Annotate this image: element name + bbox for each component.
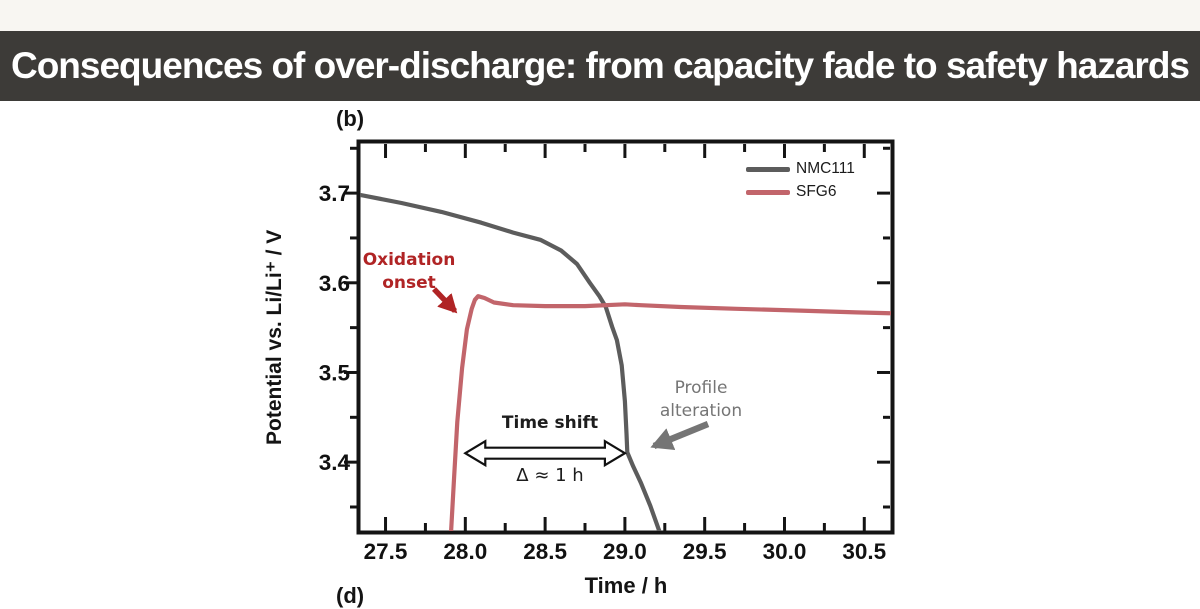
legend: NMC111 SFG6 xyxy=(746,159,855,202)
svg-text:30.5: 30.5 xyxy=(842,539,886,564)
profile-alteration-annotation: Profile alteration xyxy=(648,377,754,423)
legend-line-sfg6 xyxy=(746,189,790,195)
svg-text:27.5: 27.5 xyxy=(364,539,408,564)
legend-line-nmc111 xyxy=(746,166,790,172)
svg-text:28.0: 28.0 xyxy=(443,539,487,564)
time-shift-label: Time shift xyxy=(501,413,599,433)
time-shift-double-arrow-icon xyxy=(463,439,628,468)
oxidation-onset-line2: onset xyxy=(382,272,436,293)
title-banner: Consequences of over-discharge: from cap… xyxy=(0,31,1200,101)
tick-labels: 27.5 28.0 28.5 29.0 29.5 30.0 30.5 3.4 3.5 3.6 3.7 xyxy=(319,181,886,564)
oxidation-onset-line1: Oxidation xyxy=(362,250,456,270)
legend-item-sfg6: SFG6 xyxy=(746,182,855,202)
svg-text:3.4: 3.4 xyxy=(319,450,351,475)
svg-text:3.6: 3.6 xyxy=(319,271,350,296)
svg-text:3.7: 3.7 xyxy=(319,181,350,206)
svg-text:29.0: 29.0 xyxy=(603,539,647,564)
legend-item-nmc111: NMC111 xyxy=(746,159,855,179)
oxidation-onset-annotation: Oxidation onset xyxy=(362,249,456,295)
profile-alteration-arrow-icon xyxy=(650,420,710,450)
sfg6-curve xyxy=(449,294,891,531)
profile-alteration-line1: Profile xyxy=(674,378,728,398)
panel-label-b: (b) xyxy=(336,106,365,131)
delta-one-hour-label: Δ ≈ 1 h xyxy=(516,465,584,486)
y-axis-title: Potential vs. Li/Li⁺ / V xyxy=(263,229,286,446)
legend-label-nmc111: NMC111 xyxy=(796,160,855,177)
svg-text:30.0: 30.0 xyxy=(763,539,807,564)
legend-label-sfg6: SFG6 xyxy=(796,183,837,200)
panel-label-d: (d) xyxy=(336,583,365,608)
slide-title: Consequences of over-discharge: from cap… xyxy=(10,45,1190,86)
axis-ticks xyxy=(344,144,890,531)
oxidation-onset-arrow-icon xyxy=(432,287,458,314)
top-strip xyxy=(0,0,1200,31)
svg-text:28.5: 28.5 xyxy=(523,539,567,564)
plot-frame xyxy=(356,139,895,535)
x-axis-title: Time / h xyxy=(584,573,668,598)
svg-text:3.5: 3.5 xyxy=(319,360,350,385)
svg-text:29.5: 29.5 xyxy=(683,539,727,564)
profile-alteration-line2: alteration xyxy=(659,400,743,421)
